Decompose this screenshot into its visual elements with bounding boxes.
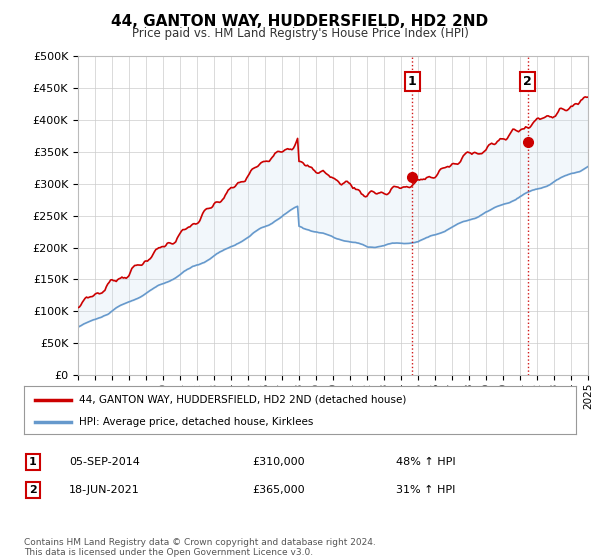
Text: 2: 2 — [523, 75, 532, 88]
Text: 05-SEP-2014: 05-SEP-2014 — [69, 457, 140, 467]
Text: 1: 1 — [408, 75, 417, 88]
Text: 31% ↑ HPI: 31% ↑ HPI — [396, 485, 455, 495]
Text: 44, GANTON WAY, HUDDERSFIELD, HD2 2ND: 44, GANTON WAY, HUDDERSFIELD, HD2 2ND — [112, 14, 488, 29]
Text: HPI: Average price, detached house, Kirklees: HPI: Average price, detached house, Kirk… — [79, 417, 314, 427]
Text: Contains HM Land Registry data © Crown copyright and database right 2024.
This d: Contains HM Land Registry data © Crown c… — [24, 538, 376, 557]
Text: £310,000: £310,000 — [252, 457, 305, 467]
Text: Price paid vs. HM Land Registry's House Price Index (HPI): Price paid vs. HM Land Registry's House … — [131, 27, 469, 40]
Text: 18-JUN-2021: 18-JUN-2021 — [69, 485, 140, 495]
Text: 2: 2 — [29, 485, 37, 495]
Text: 1: 1 — [29, 457, 37, 467]
Text: £365,000: £365,000 — [252, 485, 305, 495]
Text: 48% ↑ HPI: 48% ↑ HPI — [396, 457, 455, 467]
Text: 44, GANTON WAY, HUDDERSFIELD, HD2 2ND (detached house): 44, GANTON WAY, HUDDERSFIELD, HD2 2ND (d… — [79, 395, 407, 405]
